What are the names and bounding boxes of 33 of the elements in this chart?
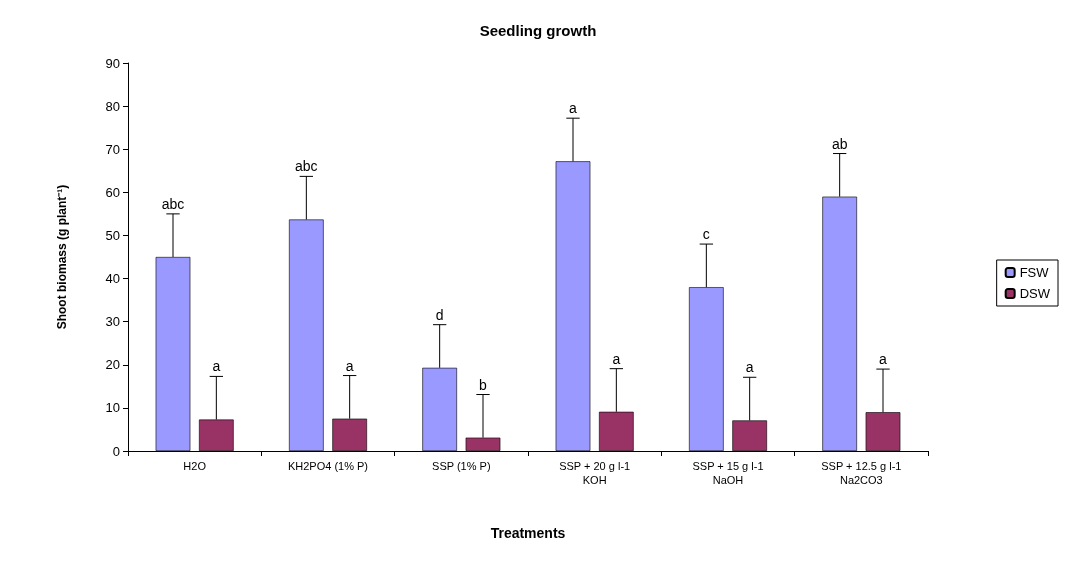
legend-label: FSW	[1019, 265, 1050, 280]
annotation: abc	[161, 195, 185, 212]
annotation: a	[345, 357, 354, 374]
annotation: d	[435, 306, 444, 323]
y-tick-label: 30	[105, 314, 120, 330]
x-tick-label: SSP (1% P)	[432, 460, 491, 472]
x-tick-label: KH2PO4 (1% P)	[287, 460, 369, 472]
annotation: abc	[295, 158, 318, 175]
y-axis-title: Shoot biomass (g plant⁻¹)	[55, 184, 69, 330]
annotation: a	[612, 350, 621, 367]
y-tick-label: 90	[105, 55, 120, 71]
annotation: c	[702, 226, 710, 243]
chart-title: Seedling growth	[479, 22, 597, 39]
x-axis-title: Treatments	[490, 525, 566, 541]
annotation: b	[479, 376, 488, 393]
y-tick-label: 60	[105, 184, 120, 200]
annotation: a	[879, 351, 888, 368]
x-tick-label: H2O	[183, 460, 207, 472]
y-tick-label: 20	[105, 357, 120, 373]
annotation: a	[212, 358, 221, 375]
annotation: a	[569, 100, 578, 117]
annotation: a	[745, 359, 754, 376]
x-tick-label: SSP + 12.5 g l-1 Na2CO3	[821, 460, 902, 486]
y-tick-label: 10	[105, 400, 120, 416]
y-tick-label: 80	[105, 98, 120, 114]
y-tick-label: 50	[105, 227, 120, 243]
x-tick-label: SSP + 20 g l-1 KOH	[559, 460, 631, 486]
y-tick-label: 40	[105, 271, 120, 287]
y-tick-label: 0	[112, 443, 120, 459]
annotation: ab	[831, 135, 848, 152]
legend-label: DSW	[1019, 286, 1051, 301]
x-tick-label: SSP + 15 g l-1 NaOH	[692, 460, 764, 486]
y-tick-label: 70	[105, 141, 120, 157]
